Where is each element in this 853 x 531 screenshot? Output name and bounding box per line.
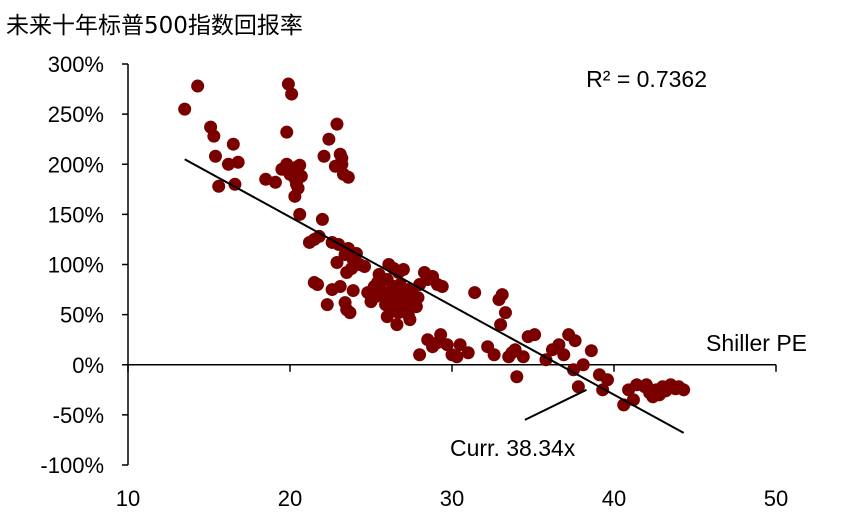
- data-point: [601, 373, 615, 387]
- y-tick-label: 250%: [48, 102, 104, 127]
- data-point: [453, 338, 467, 352]
- data-point: [576, 358, 590, 372]
- y-tick-label: 150%: [48, 202, 104, 227]
- data-point: [335, 151, 349, 165]
- data-point: [178, 102, 192, 116]
- chart-title: 未来十年标普500指数回报率: [6, 13, 303, 39]
- data-point: [293, 158, 307, 172]
- data-point: [450, 350, 464, 364]
- y-tick-label: -100%: [40, 453, 104, 478]
- data-point: [317, 149, 331, 163]
- data-point: [435, 280, 449, 294]
- data-point: [390, 318, 404, 332]
- data-point: [380, 310, 394, 324]
- data-point: [285, 87, 299, 101]
- data-point: [510, 370, 524, 384]
- data-point: [330, 255, 344, 269]
- data-point: [403, 313, 417, 327]
- trendline: [184, 158, 685, 434]
- data-point: [677, 383, 691, 397]
- data-point: [311, 278, 325, 292]
- data-point: [494, 318, 508, 332]
- data-point: [208, 149, 222, 163]
- data-point: [207, 129, 221, 143]
- data-point: [413, 348, 427, 362]
- data-point: [557, 348, 571, 362]
- data-point: [320, 298, 334, 312]
- data-point: [226, 137, 240, 151]
- data-point: [288, 189, 302, 203]
- data-point: [468, 286, 482, 300]
- data-point: [498, 306, 512, 320]
- x-tick-label: 30: [440, 486, 464, 511]
- data-point: [584, 344, 598, 358]
- y-tick-label: 300%: [48, 52, 104, 77]
- data-point: [567, 363, 580, 377]
- x-axis: 10 20 30 40 50: [116, 364, 788, 511]
- data-point: [568, 334, 582, 348]
- data-point: [191, 79, 205, 93]
- x-tick-label: 40: [602, 486, 626, 511]
- y-tick-label: 100%: [48, 253, 104, 278]
- data-point: [487, 348, 501, 362]
- y-tick-label: 0%: [72, 353, 104, 378]
- data-points: [178, 77, 691, 412]
- data-point: [315, 212, 329, 226]
- data-point: [346, 284, 360, 298]
- data-point: [571, 380, 585, 394]
- current-value-label: Curr. 38.34x: [450, 435, 576, 461]
- data-point: [358, 260, 372, 274]
- x-tick-label: 10: [116, 486, 140, 511]
- data-point: [343, 306, 357, 320]
- data-point: [212, 179, 226, 193]
- data-point: [341, 170, 355, 184]
- x-tick-label: 50: [764, 486, 788, 511]
- data-point: [396, 263, 410, 277]
- y-axis: 300% 250% 200% 150% 100% 50% 0% -50% -100%: [40, 52, 129, 478]
- data-point: [440, 338, 454, 352]
- data-point: [495, 288, 509, 302]
- data-point: [516, 350, 530, 364]
- data-point: [333, 280, 347, 294]
- data-point: [552, 338, 566, 352]
- data-point: [293, 207, 307, 221]
- r-squared-label: R² = 0.7362: [586, 66, 707, 92]
- data-point: [461, 346, 475, 360]
- data-point: [268, 175, 282, 189]
- y-tick-label: 50%: [60, 303, 104, 328]
- data-point: [434, 328, 448, 342]
- data-point: [280, 125, 294, 139]
- data-point: [312, 229, 326, 243]
- data-point: [289, 177, 303, 191]
- x-axis-title: Shiller PE: [706, 330, 807, 356]
- y-tick-label: 200%: [48, 152, 104, 177]
- data-point: [221, 157, 235, 171]
- data-point: [281, 77, 295, 91]
- data-point: [330, 117, 344, 131]
- y-tick-label: -50%: [53, 403, 104, 428]
- data-point: [411, 291, 425, 305]
- x-tick-label: 20: [278, 486, 302, 511]
- current-pointer-line: [524, 388, 587, 421]
- data-point: [528, 328, 542, 342]
- trendline-group: [184, 158, 685, 434]
- data-point: [322, 132, 336, 146]
- data-point: [231, 155, 245, 169]
